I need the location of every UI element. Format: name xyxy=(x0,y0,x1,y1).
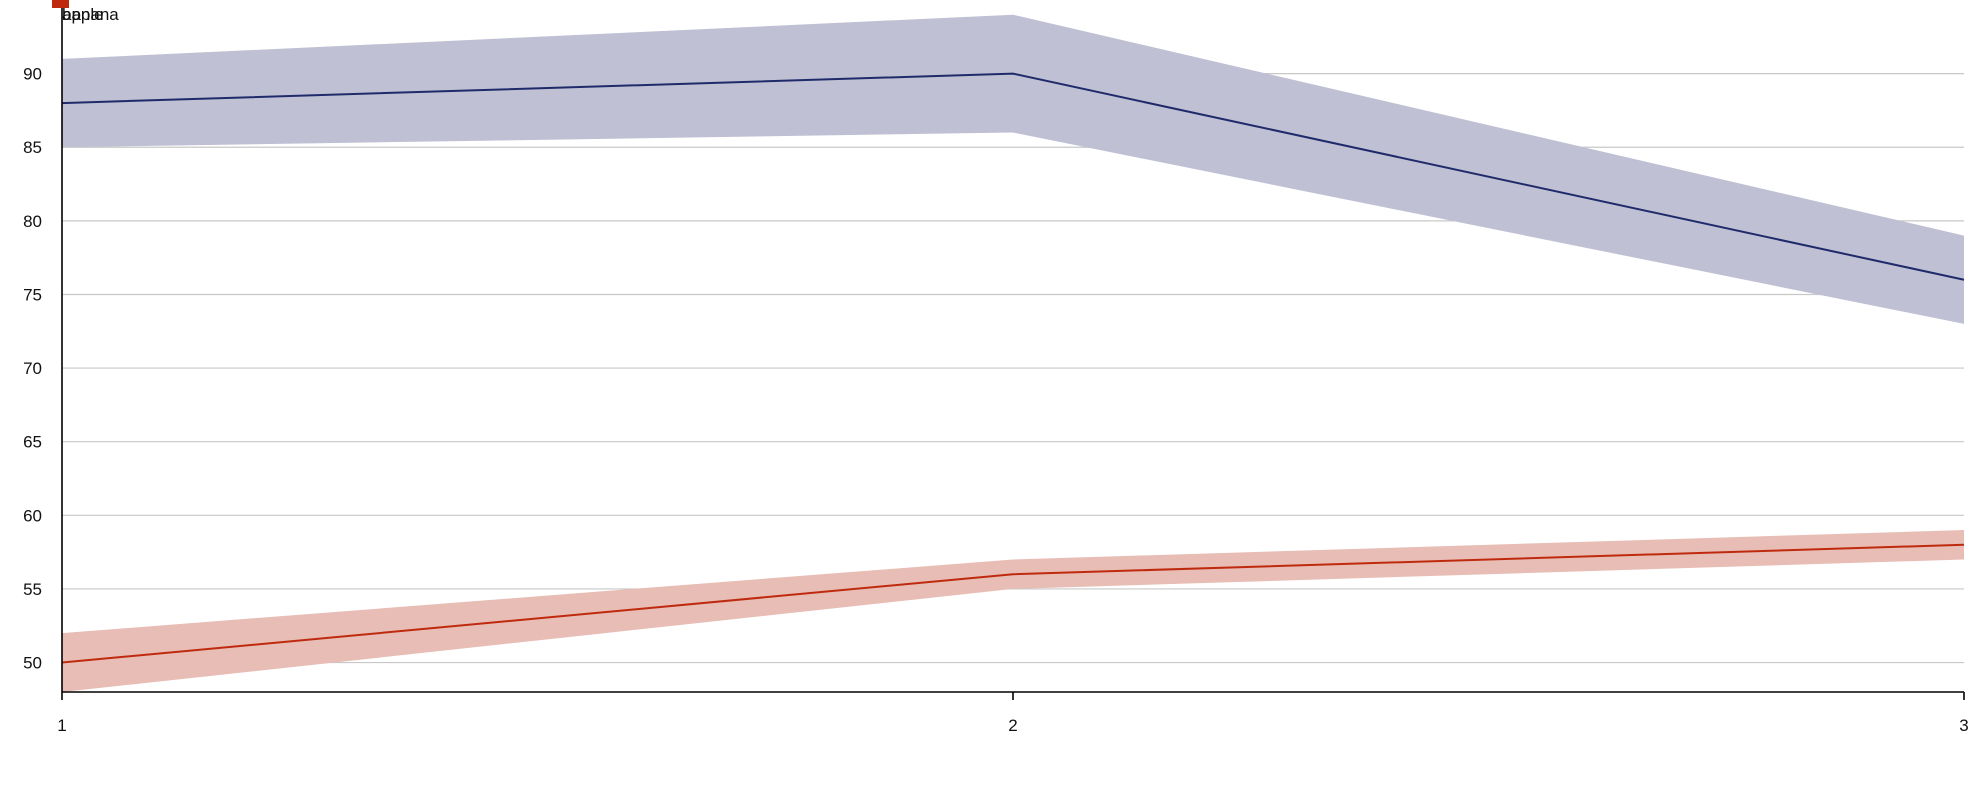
axes: 50 55 60 65 70 75 80 85 90 1 2 3 xyxy=(23,0,1969,735)
x-tick-label: 3 xyxy=(1959,716,1968,735)
y-tick-label: 90 xyxy=(23,65,42,84)
y-tick-label: 80 xyxy=(23,212,42,231)
y-tick-label: 65 xyxy=(23,433,42,452)
band-apple xyxy=(62,14,1964,324)
series-lines xyxy=(61,72,1965,664)
confidence-bands xyxy=(62,14,1964,692)
series-line-apple xyxy=(61,72,1965,281)
y-tick-label: 50 xyxy=(23,654,42,673)
x-tick-label: 1 xyxy=(57,716,66,735)
y-tick-label: 70 xyxy=(23,359,42,378)
x-tick-label: 2 xyxy=(1008,716,1017,735)
legend-swatch-banana xyxy=(52,0,69,8)
y-tick-label: 55 xyxy=(23,580,42,599)
series-line-banana xyxy=(61,543,1965,664)
legend-label-banana: banana xyxy=(62,5,119,24)
legend-label-apple: apple xyxy=(62,5,104,24)
y-tick-label: 85 xyxy=(23,138,42,157)
y-tick-label: 60 xyxy=(23,506,42,525)
band-banana xyxy=(62,530,1964,692)
y-tick-label: 75 xyxy=(23,285,42,304)
